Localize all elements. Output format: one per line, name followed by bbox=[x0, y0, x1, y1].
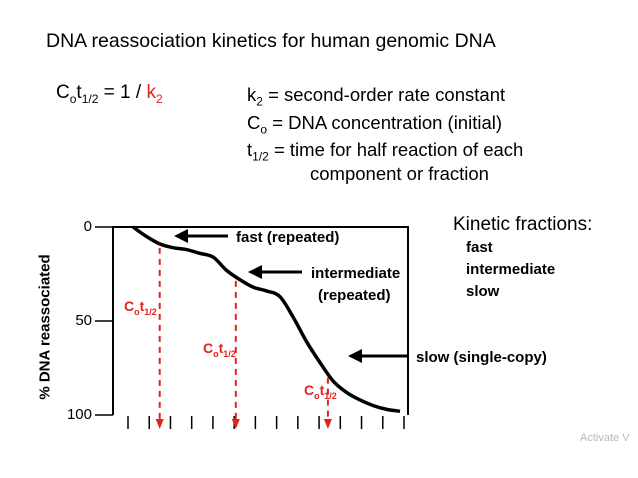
arrow-slow-head bbox=[348, 349, 362, 363]
cot-half-label-fast: Cot1/2 bbox=[124, 298, 157, 317]
arrow-intermediate-head bbox=[248, 265, 262, 279]
annotation-intermediate: intermediate bbox=[311, 265, 401, 282]
annotation-slow: slow (single-copy) bbox=[416, 349, 547, 366]
annotation-fast: fast (repeated) bbox=[236, 229, 340, 246]
annotation-intermediate-repeated: (repeated) bbox=[318, 287, 391, 304]
definition-thalf: t1/2 = time for half reaction of each bbox=[247, 139, 524, 164]
annotation-arrows bbox=[174, 229, 408, 363]
y-tick-label-0: 0 bbox=[83, 218, 92, 235]
definition-continuation: component or fraction bbox=[310, 163, 489, 184]
half-time-markers bbox=[155, 247, 332, 429]
fraction-slow: slow bbox=[466, 283, 500, 300]
fraction-intermediate: intermediate bbox=[466, 261, 556, 278]
x-axis-ticks bbox=[127, 416, 405, 429]
fraction-fast: fast bbox=[466, 239, 493, 256]
chart-axes bbox=[95, 226, 409, 416]
plot-frame bbox=[112, 226, 409, 415]
cot-half-label-intermediate: Cot1/2 bbox=[203, 340, 236, 359]
y-tick-label-50: 50 bbox=[75, 312, 92, 329]
arrow-fast-head bbox=[174, 229, 188, 243]
half-time-formula: Cot1/2 = 1 / k2 bbox=[56, 82, 163, 106]
activation-watermark: Activate V bbox=[580, 432, 630, 444]
reassociation-curve bbox=[131, 225, 401, 413]
y-tick-label-100: 100 bbox=[66, 406, 92, 423]
cot-half-label-slow: Cot1/2 bbox=[304, 382, 337, 401]
definition-k2: k2 = second-order rate constant bbox=[247, 84, 506, 109]
half-marker-arrowhead-0 bbox=[155, 419, 164, 429]
half-marker-arrowhead-1 bbox=[231, 419, 240, 429]
half-marker-arrowhead-2 bbox=[323, 419, 332, 429]
page-title: DNA reassociation kinetics for human gen… bbox=[46, 30, 496, 52]
kinetic-fractions-title: Kinetic fractions: bbox=[453, 214, 593, 235]
definition-co: Co = DNA concentration (initial) bbox=[247, 112, 503, 137]
